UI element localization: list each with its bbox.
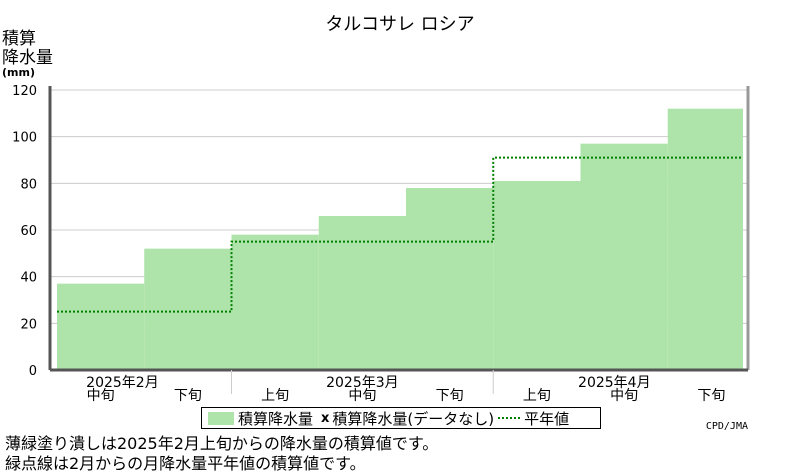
y-tick-label: 60 [20,224,37,239]
legend: 積算降水量 x 積算降水量(データなし) 平年値 [201,407,601,429]
bar [667,108,743,371]
legend-missing-label: 積算降水量(データなし) [332,409,495,428]
bar [580,143,668,370]
bar [406,188,494,370]
credit-label: CPD/JMA [705,421,748,432]
x-tick-label: 中旬 [610,388,638,404]
bar [57,283,145,370]
axis-layer [48,86,750,394]
legend-bar-label: 積算降水量 [238,409,314,428]
legend-normal-swatch [498,417,521,419]
x-tick-label: 中旬 [348,388,376,404]
normal-step-line [57,156,743,313]
x-tick-label: 中旬 [87,388,115,404]
x-tick-label: 下旬 [174,388,202,404]
label-layer: 0 20 40 60 80 100 120 中旬 下旬 上旬 中旬 下旬 上旬 中旬 下旬 2025年2月 20… [12,84,725,404]
x-tick-label: 下旬 [697,388,725,404]
bar [144,248,232,370]
month-label: 2025年2月 [86,375,159,391]
y-axis-unit: (mm) [2,66,35,79]
legend-missing-marker: x [321,410,330,426]
y-tick-label: 0 [29,364,37,379]
legend-normal-label: 平年値 [524,409,570,428]
month-label: 2025年3月 [326,375,399,391]
footnote-1: 薄緑塗り潰しは2025年2月上旬からの降水量の積算値です。 [5,434,439,453]
legend-bar-swatch [208,411,234,425]
bar-layer [57,108,743,371]
x-tick-label: 下旬 [436,388,464,404]
y-axis-label: 積算 降水量 [2,29,53,68]
bar [493,181,581,370]
y-tick-label: 80 [20,177,37,192]
bar [231,234,319,370]
bar [318,216,406,370]
y-tick-label: 20 [20,317,37,332]
footnote-2: 緑点線は2月からの月降水量平年値の積算値です。 [5,454,366,473]
normal-line-layer [57,156,743,313]
month-label: 2025年4月 [578,375,651,391]
y-tick-label: 100 [12,131,37,146]
y-tick-label: 40 [20,271,37,286]
x-tick-label: 上旬 [261,388,289,404]
y-tick-label: 120 [12,84,37,99]
chart-title: タルコサレ ロシア [325,14,475,35]
x-tick-label: 上旬 [523,388,551,404]
